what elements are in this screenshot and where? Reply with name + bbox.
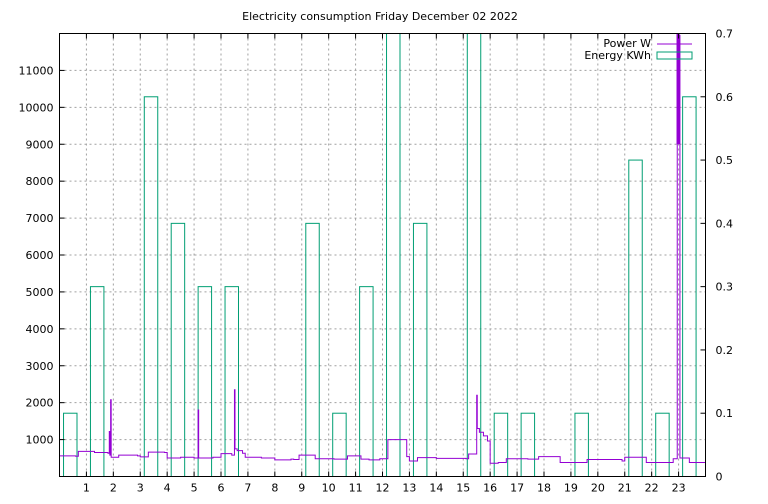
x-tick-label: 16 (483, 482, 497, 495)
y-right-tick-label: 0.3 (716, 281, 734, 294)
energy-bar (493, 412, 509, 478)
energy-bar (520, 412, 536, 478)
y-right-tick-label: 0 (716, 471, 723, 484)
y-left-tick-label: 1000 (26, 434, 54, 447)
energy-bar (305, 222, 320, 477)
energy-bar (386, 33, 401, 477)
x-tick-label: 8 (271, 482, 278, 495)
x-tick-label: 10 (322, 482, 336, 495)
y-left-tick-label: 6000 (26, 249, 54, 262)
legend-energy-label: Energy KWh (584, 49, 651, 62)
energy-bar (574, 412, 589, 478)
x-tick-label: 17 (510, 482, 524, 495)
x-tick-label: 14 (429, 482, 443, 495)
y-left-tick-label: 4000 (26, 323, 54, 336)
y-left-tick-label: 5000 (26, 286, 54, 299)
energy-bar (63, 412, 78, 478)
power-line (59, 34, 706, 464)
y-right-tick-label: 0.1 (716, 407, 734, 420)
y-right-tick-label: 0.7 (716, 28, 734, 41)
energy-bar (682, 96, 697, 478)
y-right-tick-label: 0.2 (716, 344, 734, 357)
legend: Power W Energy KWh (584, 37, 693, 62)
energy-bar (628, 159, 643, 477)
energy-bar (224, 286, 239, 477)
energy-bar (655, 412, 670, 478)
x-tick-label: 22 (645, 482, 659, 495)
x-tick-label: 6 (218, 482, 225, 495)
energy-bar (197, 286, 213, 477)
x-tick-label: 19 (564, 482, 578, 495)
legend-power-label: Power W (603, 37, 651, 50)
energy-bar (359, 286, 374, 477)
y-left-tick-label: 3000 (26, 360, 54, 373)
x-tick-label: 9 (298, 482, 305, 495)
axis-ticks: 1 2 3 4 5 6 7 8 9 10 11 12 13 14 15 16 17 18 19 20 21 22 23100… (19, 28, 734, 495)
x-tick-label: 18 (537, 482, 551, 495)
x-tick-label: 13 (402, 482, 416, 495)
y-right-tick-label: 0.6 (716, 91, 734, 104)
chart-title: Electricity consumption Friday December … (242, 10, 518, 23)
energy-bar (412, 222, 428, 477)
x-tick-label: 2 (110, 482, 117, 495)
energy-bar (89, 286, 105, 477)
legend-energy-swatch (656, 51, 693, 60)
energy-bar (143, 96, 159, 478)
y-left-tick-label: 2000 (26, 397, 54, 410)
x-tick-label: 4 (164, 482, 171, 495)
y-right-tick-label: 0.4 (716, 217, 734, 230)
y-left-tick-label: 10000 (19, 101, 54, 114)
energy-bar (170, 222, 186, 477)
x-tick-label: 5 (191, 482, 198, 495)
grid (59, 33, 706, 477)
x-tick-label: 3 (137, 482, 144, 495)
y-left-tick-label: 11000 (19, 64, 54, 77)
y-right-tick-label: 0.5 (716, 154, 734, 167)
energy-bar (466, 33, 482, 477)
energy-bar (332, 412, 347, 478)
x-tick-label: 20 (591, 482, 605, 495)
x-tick-label: 11 (349, 482, 363, 495)
x-tick-label: 21 (618, 482, 632, 495)
x-tick-label: 23 (672, 482, 686, 495)
x-tick-label: 12 (376, 482, 390, 495)
x-tick-label: 7 (244, 482, 251, 495)
y-left-tick-label: 9000 (26, 138, 54, 151)
x-tick-label: 1 (83, 482, 90, 495)
x-tick-label: 15 (456, 482, 470, 495)
y-left-tick-label: 7000 (26, 212, 54, 225)
y-left-tick-label: 8000 (26, 175, 54, 188)
